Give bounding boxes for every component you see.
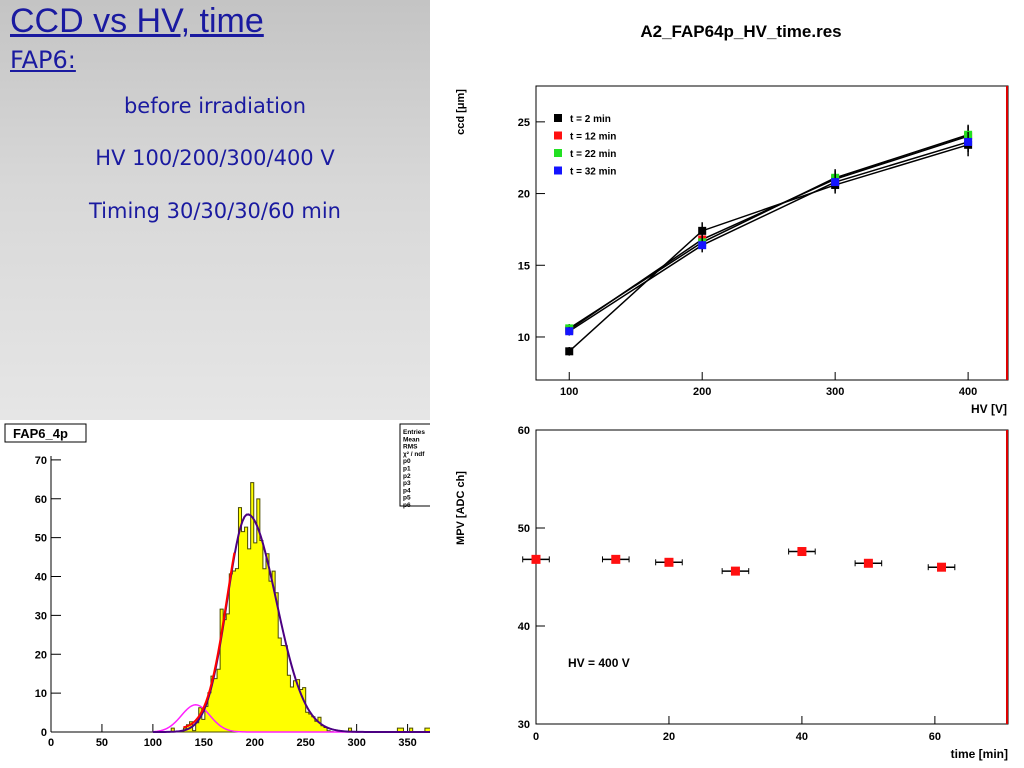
y-tick-label: 10 — [518, 332, 530, 344]
slide-text-panel: CCD vs HV, time FAP6: before irradiation… — [0, 0, 430, 420]
series-line — [568, 141, 969, 332]
data-point — [937, 562, 947, 572]
y-tick-label: 20 — [35, 649, 47, 661]
data-point — [565, 347, 574, 356]
legend-label: t = 32 min — [570, 167, 616, 178]
stats-label: p2 — [403, 473, 411, 480]
y-tick-label: 70 — [35, 455, 47, 467]
legend-marker — [554, 166, 562, 175]
plot-frame — [535, 429, 1009, 725]
stats-box — [399, 423, 430, 507]
y-tick-label: 0 — [41, 727, 47, 739]
data-point — [611, 554, 621, 564]
histogram-title: FAP6_4p — [13, 426, 68, 441]
legend: t = 2 min t = 12 min t = 22 min t = 32 min — [554, 114, 616, 178]
stats-label: p6 — [403, 502, 411, 509]
legend-label: t = 22 min — [570, 149, 616, 160]
stats-label: p1 — [403, 466, 411, 473]
slide-title: CCD vs HV, time — [10, 2, 264, 40]
slide-line-irradiation: before irradiation — [123, 94, 307, 118]
legend-marker — [554, 114, 562, 122]
mpv-vs-time-chart: MPV [ADC ch] time [min] HV = 400 V 0 20 40… — [455, 425, 1009, 761]
data-point — [698, 226, 707, 235]
legend-marker — [554, 131, 562, 140]
chart-title: A2_FAP64p_HV_time.res — [640, 22, 841, 41]
data-point — [863, 558, 873, 568]
stats-label: p5 — [403, 495, 411, 502]
y-tick-label: 20 — [518, 189, 530, 201]
legend-marker — [554, 149, 562, 157]
data-point — [565, 327, 574, 336]
x-tick-label: 200 — [246, 737, 264, 749]
fit-total-curve — [152, 513, 430, 733]
y-tick-label: 30 — [518, 719, 530, 731]
series-line — [568, 144, 969, 352]
y-tick-label: 30 — [35, 610, 47, 622]
plot-frame — [535, 85, 1009, 381]
series-line — [568, 135, 969, 331]
series-line — [568, 134, 969, 330]
y-tick-label: 10 — [35, 688, 47, 700]
x-axis-label: HV [V] — [971, 402, 1007, 416]
legend-label: t = 12 min — [570, 132, 616, 143]
x-tick-label: 0 — [533, 731, 539, 743]
data-point — [664, 557, 674, 567]
x-tick-label: 150 — [195, 737, 213, 749]
stats-label: p4 — [403, 487, 411, 494]
y-tick-label: 25 — [518, 117, 530, 129]
y-tick-label: 50 — [518, 523, 530, 535]
legend-label: t = 2 min — [570, 114, 611, 125]
x-tick-label: 400 — [959, 386, 977, 398]
stats-label: Mean — [403, 436, 420, 443]
y-axis-label: MPV [ADC ch] — [455, 471, 467, 545]
stats-label: Entries — [403, 429, 425, 436]
slide-line-hv: HV 100/200/300/400 V — [95, 146, 335, 170]
histogram-title-box — [4, 423, 87, 443]
fit-range-curve — [183, 552, 236, 729]
x-tick-label: 350 — [398, 737, 416, 749]
slide-line-timing: Timing 30/30/30/60 min — [88, 199, 341, 223]
x-tick-label: 200 — [693, 386, 711, 398]
y-tick-label: 40 — [518, 621, 530, 633]
y-tick-label: 50 — [35, 533, 47, 545]
x-tick-label: 300 — [347, 737, 365, 749]
data-point — [831, 178, 840, 187]
x-tick-label: 20 — [663, 731, 675, 743]
x-tick-label: 60 — [929, 731, 941, 743]
x-tick-label: 50 — [96, 737, 108, 749]
data-point — [698, 241, 707, 250]
x-tick-label: 100 — [144, 737, 162, 749]
y-tick-label: 60 — [518, 425, 530, 437]
y-tick-label: 40 — [35, 572, 47, 584]
hv-annotation: HV = 400 V — [568, 656, 630, 670]
x-tick-label: 300 — [826, 386, 844, 398]
slide-subtitle: FAP6: — [10, 46, 76, 74]
x-tick-label: 40 — [796, 731, 808, 743]
ccd-vs-hv-chart: A2_FAP64p_HV_time.res ccd [μm] HV [V] 10… — [455, 22, 1009, 416]
x-tick-label: 0 — [48, 737, 54, 749]
stats-label: χ² / ndf — [403, 451, 425, 458]
x-axis-label: time [min] — [951, 747, 1008, 761]
y-tick-label: 60 — [35, 494, 47, 506]
data-point — [964, 137, 973, 146]
stats-label: RMS — [403, 444, 418, 451]
y-axis-label: ccd [μm] — [455, 89, 467, 135]
stats-label: p0 — [403, 458, 411, 465]
data-point — [730, 566, 740, 576]
data-point — [797, 547, 807, 557]
data-point — [531, 554, 541, 564]
y-tick-label: 15 — [518, 260, 530, 272]
x-tick-label: 250 — [297, 737, 315, 749]
stats-label: p3 — [403, 480, 411, 487]
x-tick-label: 100 — [560, 386, 578, 398]
